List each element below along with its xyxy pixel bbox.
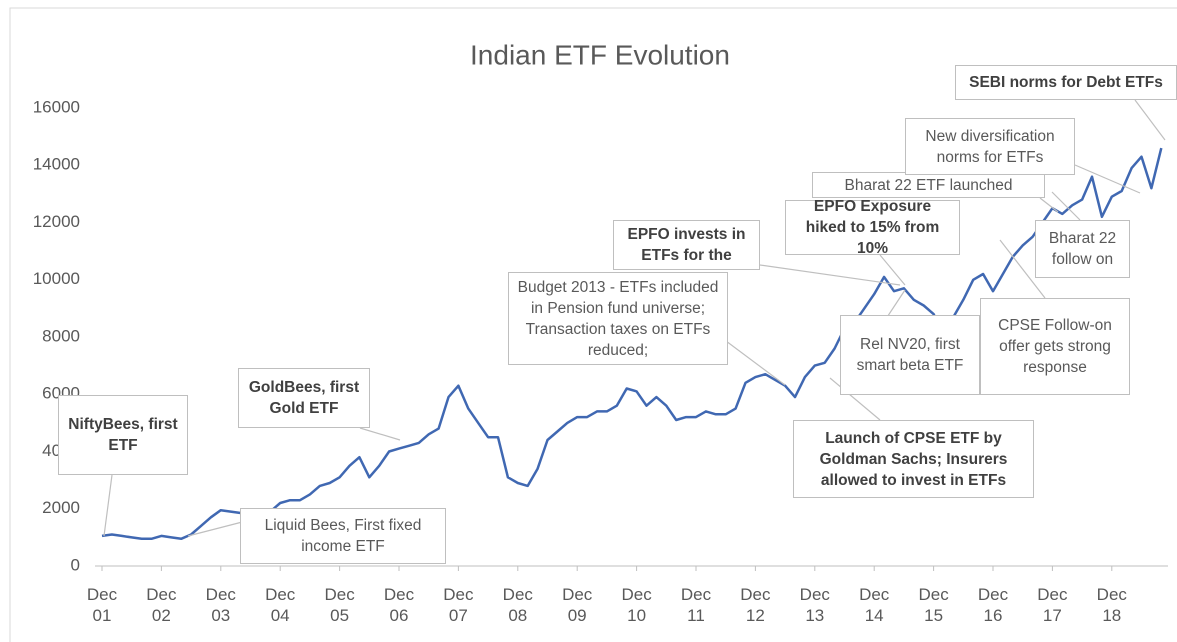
annotation: EPFO Exposure hiked to 15% from 10%: [785, 198, 960, 257]
y-tick-label: 8000: [42, 326, 80, 345]
x-tick-label: Dec 16: [977, 585, 1009, 625]
annotation: Bharat 22 follow on: [1035, 220, 1130, 278]
annotation: GoldBees, first Gold ETF: [238, 368, 370, 428]
x-tick-label: Dec 18: [1096, 585, 1127, 625]
leader-line: [187, 519, 251, 537]
leader-line: [721, 337, 786, 386]
leader-line: [359, 427, 401, 441]
annotation: Bharat 22 ETF launched: [812, 172, 1045, 198]
chart-title: Indian ETF Evolution: [470, 39, 730, 70]
data-line: [101, 147, 1163, 541]
x-tick-label: Dec 10: [621, 585, 652, 625]
x-tick-label: Dec 05: [324, 585, 355, 625]
y-tick-label: 10000: [33, 269, 80, 288]
x-tick-label: Dec 09: [562, 585, 593, 625]
leader-line: [759, 264, 901, 286]
x-tick-label: Dec 17: [1037, 585, 1068, 625]
annotation: EPFO invests in ETFs for the: [613, 220, 760, 270]
x-tick-label: Dec 04: [265, 585, 296, 625]
x-tick-label: Dec 12: [740, 585, 771, 625]
x-tick-label: Dec 02: [146, 585, 177, 625]
y-tick-label: 12000: [33, 212, 80, 231]
y-tick-label: 2000: [42, 498, 80, 517]
annotation: CPSE Follow-on offer gets strong respons…: [980, 298, 1130, 395]
leader-line: [1134, 99, 1166, 141]
x-tick-label: Dec 15: [918, 585, 949, 625]
y-tick-label: 0: [71, 555, 80, 574]
x-tick-label: Dec 07: [443, 585, 474, 625]
leader-line: [829, 377, 881, 421]
y-tick-label: 14000: [33, 155, 80, 174]
leader-line: [1039, 197, 1059, 213]
annotation: Liquid Bees, First fixed income ETF: [240, 508, 446, 564]
annotation: Rel NV20, first smart beta ETF: [840, 315, 980, 395]
annotation: New diversification norms for ETFs: [905, 118, 1075, 175]
leader-line: [999, 239, 1046, 299]
annotation: SEBI norms for Debt ETFs: [955, 65, 1177, 100]
x-tick-label: Dec 13: [799, 585, 830, 625]
annotation: NiftyBees, first ETF: [58, 395, 188, 475]
leader-line: [1051, 191, 1081, 221]
x-tick-label: Dec 08: [502, 585, 533, 625]
x-tick-label: Dec 06: [383, 585, 415, 625]
leader-line: [103, 474, 113, 537]
x-tick-label: Dec 01: [86, 585, 118, 625]
leader-line: [879, 254, 906, 286]
x-tick-label: Dec 03: [205, 585, 236, 625]
annotation: Launch of CPSE ETF by Goldman Sachs; Ins…: [793, 420, 1034, 498]
leader-line: [1074, 164, 1141, 194]
x-tick-label: Dec 11: [680, 585, 712, 625]
chart-border: [9, 7, 1177, 642]
y-tick-label: 16000: [33, 97, 80, 116]
x-tick-label: Dec 14: [859, 585, 890, 625]
annotation: Budget 2013 - ETFs included in Pension f…: [508, 272, 728, 365]
